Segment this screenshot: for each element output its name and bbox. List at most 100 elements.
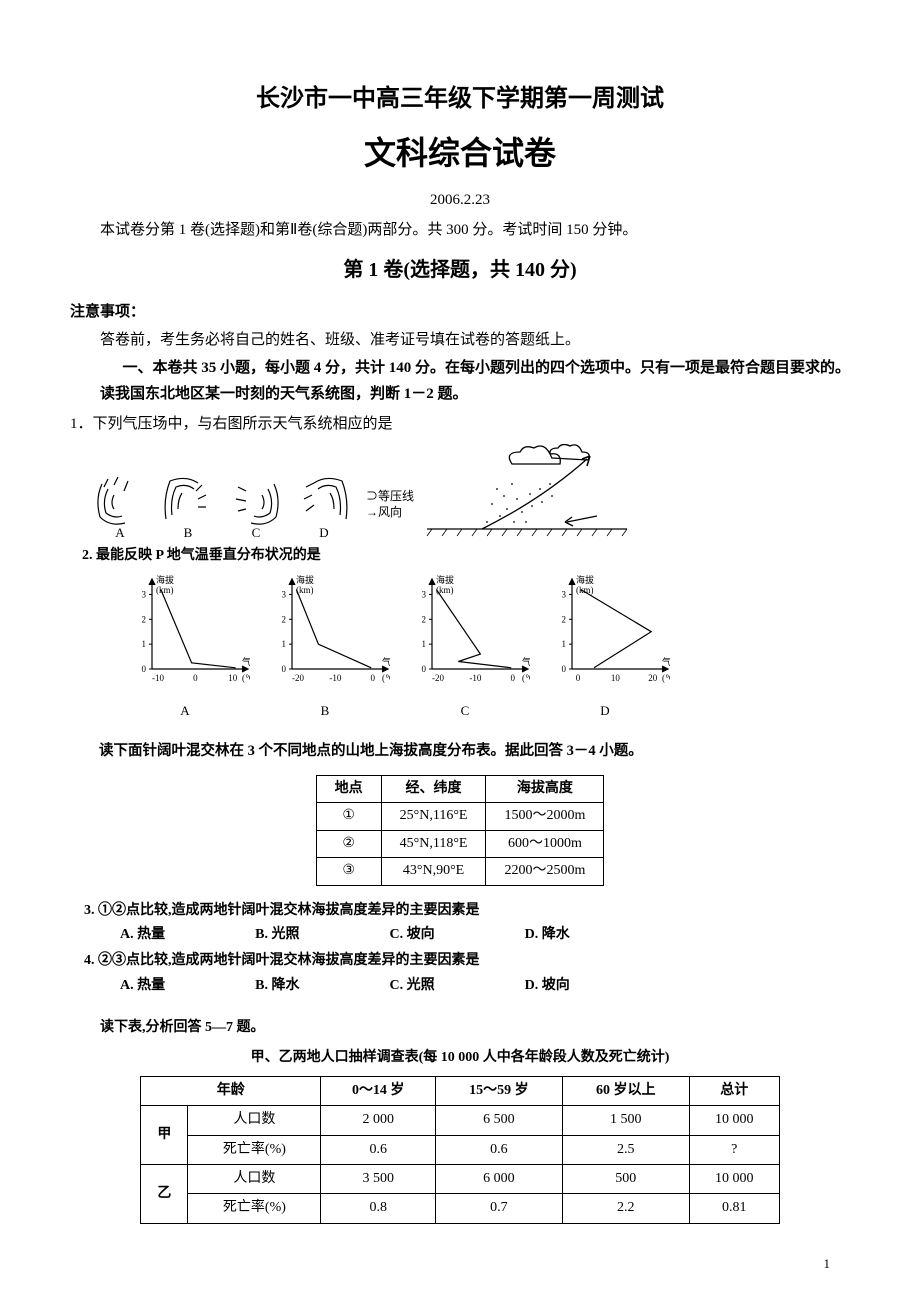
population-table-caption: 甲、乙两地人口抽样调查表(每 10 000 人中各年龄段人数及死亡统计): [70, 1047, 850, 1069]
metric-cell: 人口数: [188, 1165, 321, 1194]
pressure-diagram-c: C: [226, 469, 286, 539]
legend-isobaric: ⊃等压线: [366, 489, 414, 505]
table-cell: 10 000: [689, 1165, 779, 1194]
table-header: 海拔高度: [486, 775, 604, 802]
svg-text:-10: -10: [469, 673, 481, 683]
diagram-label: B: [184, 525, 193, 539]
table-cell: 600～1000m: [486, 830, 604, 857]
svg-text:0: 0: [576, 673, 581, 683]
table-cell: 6 000: [435, 1165, 562, 1194]
question-3: 3. ①②点比较,造成两地针阔叶混交林海拔高度差异的主要因素是: [84, 900, 850, 922]
svg-text:0: 0: [193, 673, 198, 683]
pressure-diagram-d: D: [294, 469, 354, 539]
table-cell: ①: [316, 803, 381, 830]
chart-label: B: [260, 701, 390, 722]
table-cell: 2.5: [562, 1135, 689, 1164]
svg-text:2: 2: [562, 614, 567, 624]
svg-text:2: 2: [142, 614, 147, 624]
svg-text:(℃): (℃): [382, 673, 390, 683]
question-2: 2. 最能反映 P 地气温垂直分布状况的是: [82, 545, 850, 567]
svg-text:10: 10: [611, 673, 621, 683]
svg-text:海拔: 海拔: [156, 574, 174, 585]
population-table: 年龄0～14 岁15～59 岁60 岁以上总计 甲人口数2 0006 5001 …: [140, 1076, 780, 1224]
svg-text:3: 3: [142, 589, 147, 599]
notice-line-1: 答卷前，考生务必将自己的姓名、班级、准考证号填在试卷的答题纸上。: [70, 328, 850, 352]
table-cell: 0.6: [435, 1135, 562, 1164]
svg-text:气温: 气温: [382, 656, 390, 667]
svg-text:海拔: 海拔: [296, 574, 314, 585]
question-3-options: A. 热量 B. 光照 C. 坡向 D. 降水: [120, 924, 850, 946]
svg-text:海拔: 海拔: [436, 574, 454, 585]
option-d: D. 降水: [525, 924, 570, 946]
exam-date: 2006.2.23: [70, 188, 850, 212]
metric-cell: 死亡率(%): [188, 1135, 321, 1164]
exam-school-title: 长沙市一中高三年级下学期第一周测试: [70, 80, 850, 118]
diagram-label: D: [319, 525, 328, 539]
svg-text:(km): (km): [296, 585, 314, 595]
svg-text:1: 1: [282, 639, 287, 649]
notice-line-3: 读我国东北地区某一时刻的天气系统图，判断 1－2 题。: [70, 382, 850, 406]
table-cell: 2200～2500m: [486, 858, 604, 885]
svg-text:2: 2: [282, 614, 287, 624]
svg-text:0: 0: [422, 664, 427, 674]
svg-text:1: 1: [422, 639, 427, 649]
table-cell: 6 500: [435, 1106, 562, 1135]
question-4: 4. ②③点比较,造成两地针阔叶混交林海拔高度差异的主要因素是: [84, 950, 850, 972]
table-cell: ②: [316, 830, 381, 857]
svg-text:(℃): (℃): [522, 673, 530, 683]
svg-text:0: 0: [282, 664, 287, 674]
table-header: 60 岁以上: [562, 1076, 689, 1105]
table-row: 死亡率(%)0.80.72.20.81: [141, 1194, 780, 1223]
mixed-forest-intro: 读下面针阔叶混交林在 3 个不同地点的山地上海拔高度分布表。据此回答 3－4 小…: [70, 740, 850, 763]
table-cell: 2.2: [562, 1194, 689, 1223]
temp-chart-d: 海拔 (km) 0123 01020 气温 (℃) D: [540, 571, 670, 722]
forest-elevation-table: 地点经、纬度海拔高度 ①25°N,116°E1500～2000m②45°N,11…: [316, 775, 605, 886]
svg-text:0: 0: [142, 664, 147, 674]
temp-chart-c: 海拔 (km) 0123 -20-100 气温 (℃) C: [400, 571, 530, 722]
option-d: D. 坡向: [525, 975, 570, 997]
temperature-charts-row: 海拔 (km) 0123 -10010 气温 (℃) A: [120, 571, 850, 722]
table-cell: 45°N,118°E: [381, 830, 486, 857]
section-1-title: 第 1 卷(选择题，共 140 分): [70, 254, 850, 286]
group-label-cell: 甲: [141, 1106, 188, 1165]
question-4-options: A. 热量 B. 降水 C. 光照 D. 坡向: [120, 975, 850, 997]
group-label-cell: 乙: [141, 1165, 188, 1224]
temp-chart-a: 海拔 (km) 0123 -10010 气温 (℃) A: [120, 571, 250, 722]
option-c: C. 光照: [389, 975, 434, 997]
svg-text:-20: -20: [432, 673, 444, 683]
exam-paper-title: 文科综合试卷: [70, 128, 850, 179]
table-cell: ?: [689, 1135, 779, 1164]
table-header: 经、纬度: [381, 775, 486, 802]
table-row: ①25°N,116°E1500～2000m: [316, 803, 604, 830]
svg-text:10: 10: [228, 673, 238, 683]
svg-text:(km): (km): [436, 585, 454, 595]
pressure-diagrams-row: A B C D ⊃等压线 →风向: [90, 444, 850, 539]
read-table-intro: 读下表,分析回答 5—7 题。: [100, 1017, 850, 1039]
table-row: ②45°N,118°E600～1000m: [316, 830, 604, 857]
svg-text:(km): (km): [156, 585, 174, 595]
table-cell: 2 000: [321, 1106, 436, 1135]
chart-label: C: [400, 701, 530, 722]
option-a: A. 热量: [120, 924, 165, 946]
table-cell: 0.7: [435, 1194, 562, 1223]
notice-line-2: 一、本卷共 35 小题，每小题 4 分，共计 140 分。在每小题列出的四个选项…: [70, 356, 850, 380]
svg-text:3: 3: [422, 589, 427, 599]
table-header: 15～59 岁: [435, 1076, 562, 1105]
option-b: B. 光照: [255, 924, 299, 946]
table-cell: 0.81: [689, 1194, 779, 1223]
weather-system-diagram: [422, 444, 632, 539]
exam-intro: 本试卷分第 1 卷(选择题)和第Ⅱ卷(综合题)两部分。共 300 分。考试时间 …: [70, 218, 850, 242]
table-row: ③43°N,90°E2200～2500m: [316, 858, 604, 885]
svg-text:-20: -20: [292, 673, 304, 683]
chart-label: D: [540, 701, 670, 722]
question-1: 1．下列气压场中，与右图所示天气系统相应的是: [70, 412, 850, 436]
legend-wind: →风向: [366, 505, 414, 521]
page-number: 1: [70, 1254, 850, 1275]
table-cell: 10 000: [689, 1106, 779, 1135]
option-c: C. 坡向: [389, 924, 434, 946]
svg-text:海拔: 海拔: [576, 574, 594, 585]
notice-heading: 注意事项：: [70, 300, 850, 324]
table-cell: 1 500: [562, 1106, 689, 1135]
svg-text:-10: -10: [329, 673, 341, 683]
pressure-legend: ⊃等压线 →风向: [366, 489, 414, 520]
